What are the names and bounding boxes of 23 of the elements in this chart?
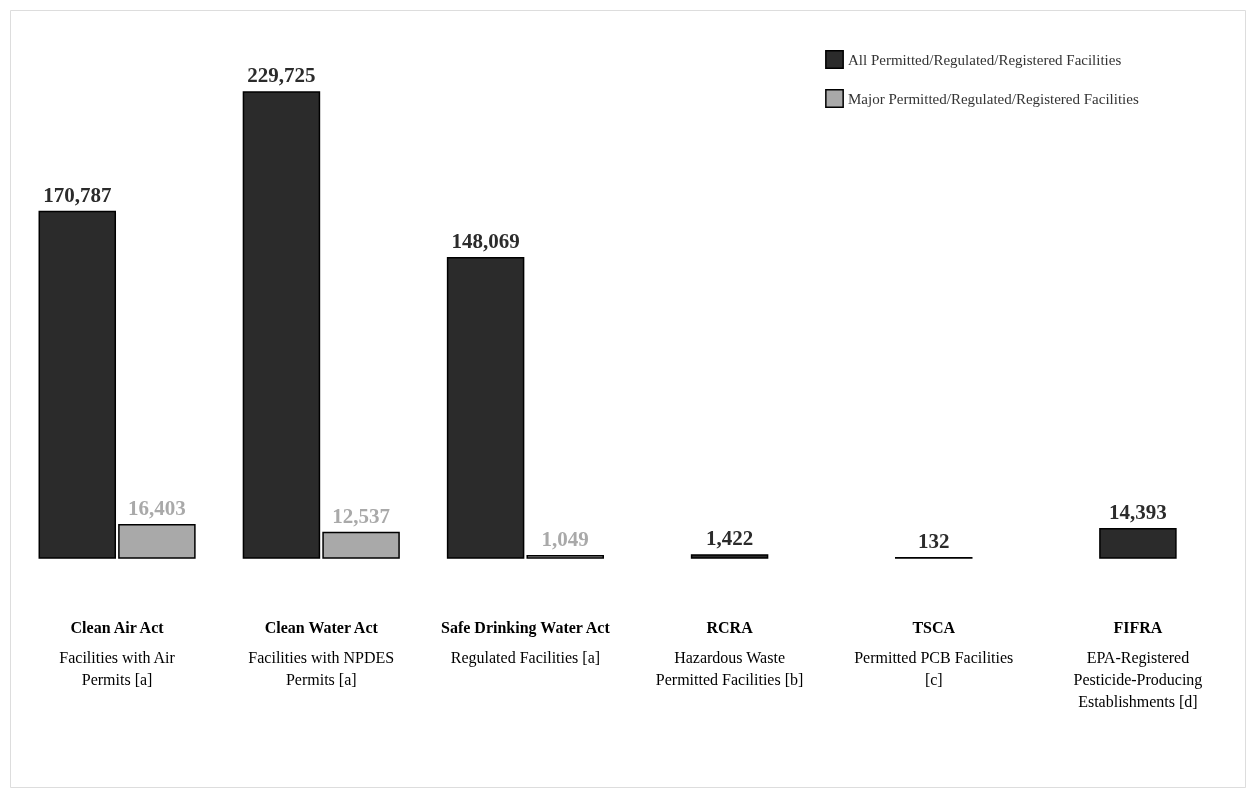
legend-label: All Permitted/Regulated/Registered Facilities — [848, 51, 1122, 68]
x-tick-label: Clean Air Act — [70, 619, 165, 636]
data-label: 170,787 — [43, 182, 112, 207]
x-tick-label: Clean Water Act — [264, 619, 379, 636]
x-tick-label: TSCA — [912, 619, 956, 636]
data-label: 12,537 — [332, 503, 390, 528]
data-label: 229,725 — [247, 63, 316, 87]
text: Facilities with Air Permits [a] — [59, 649, 176, 688]
data-label: 148,069 — [451, 228, 520, 253]
text: Facilities with NPDES Permits [a] — [248, 649, 395, 688]
data-label: 16,403 — [128, 495, 186, 520]
text: Hazardous Waste Permitted Facilities [b] — [655, 649, 804, 688]
data-label: 1,049 — [541, 526, 589, 551]
text: EPA-Registered Pesticide-Producing Establishments [d] — [1073, 649, 1203, 710]
text: Regulated Facilities [a] — [450, 649, 601, 667]
x-tick-label: RCRA — [706, 619, 754, 636]
x-tick-label: Safe Drinking Water Act — [441, 619, 611, 637]
data-label: 1,422 — [705, 526, 754, 551]
data-label: 132 — [918, 528, 950, 553]
text: Permitted PCB Facilities [c] — [854, 649, 1014, 688]
legend-label: Major Permitted/Regulated/Registered Facilities — [848, 90, 1139, 107]
x-tick-label: FIFRA — [1113, 619, 1163, 636]
data-label: 14,393 — [1109, 499, 1167, 524]
